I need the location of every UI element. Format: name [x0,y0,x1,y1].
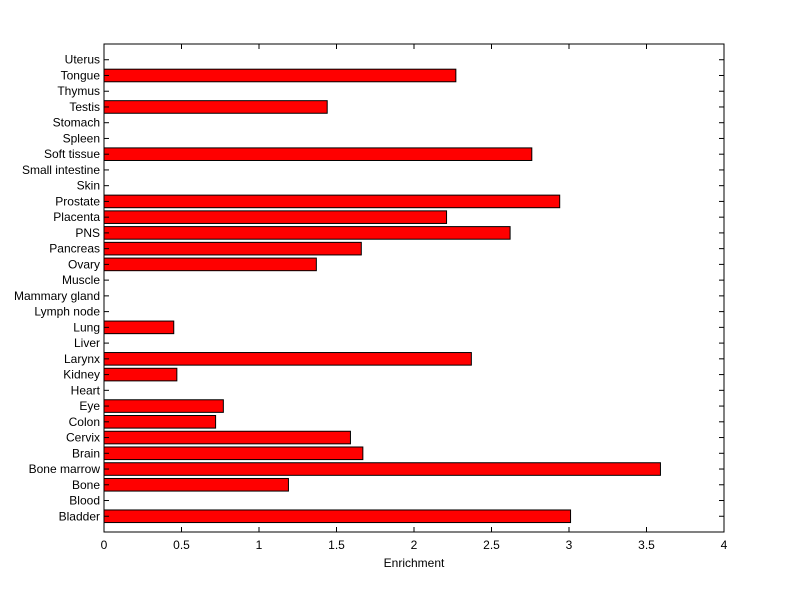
bar-colon [103,415,217,429]
category-label: Soft tissue [44,147,100,161]
x-axis-label: Enrichment [384,556,445,570]
x-tick-label: 3.5 [638,538,655,552]
category-label: Liver [74,336,100,350]
x-tick-label: 0.5 [173,538,190,552]
bar-cervix [103,430,351,445]
category-label: Heart [71,383,101,397]
category-label: Spleen [63,131,100,145]
bar-larynx [103,352,472,366]
bar-lung [103,320,175,335]
category-label: Uterus [65,53,100,67]
bar-bladder [103,509,572,524]
category-label: Lymph node [34,305,100,319]
category-label: Testis [69,100,100,114]
bar-testis [103,100,328,114]
bar-bone-marrow [103,462,661,476]
category-label: Tongue [61,68,101,82]
bar-kidney [103,367,178,382]
category-label: Cervix [66,431,100,445]
x-tick-label: 2 [411,538,418,552]
category-label: Lung [73,320,100,334]
x-tick-label: 0 [101,538,108,552]
bar-eye [103,399,224,413]
plot-frame [103,43,725,533]
category-label: Bladder [59,509,100,523]
bar-brain [103,446,364,461]
category-label: Larynx [64,352,100,366]
category-label: Colon [69,415,100,429]
category-label: Brain [72,446,100,460]
category-label: Muscle [62,273,100,287]
ticks-group [103,44,725,532]
bar-ovary [103,257,317,272]
category-label: Blood [69,494,100,508]
category-label: Bone marrow [29,462,101,476]
x-tick-labels: 0 0.5 1 1.5 2 2.5 3 3.5 4 [101,538,728,552]
bar-placenta [103,210,448,224]
x-tick-label: 1.5 [328,538,345,552]
category-label: Bone [72,478,100,492]
category-label: Small intestine [22,163,100,177]
x-tick-label: 1 [256,538,263,552]
x-tick-label: 3 [566,538,573,552]
category-label: Eye [79,399,100,413]
x-tick-label: 4 [721,538,728,552]
bar-bone [103,477,289,492]
category-label: PNS [75,226,100,240]
category-label: Pancreas [49,242,100,256]
bar-soft-tissue [103,147,533,161]
category-label: Kidney [63,368,100,382]
category-label: Skin [77,179,100,193]
bar-prostate [103,194,561,209]
bar-pancreas [103,241,362,256]
bar-tongue [103,68,457,83]
category-label: Prostate [55,194,100,208]
category-label: Ovary [68,257,100,271]
category-label: Placenta [53,210,100,224]
x-tick-label: 2.5 [483,538,500,552]
bar-pns [103,226,511,240]
category-label: Stomach [53,116,100,130]
category-label: Mammary gland [14,289,100,303]
category-label: Thymus [57,84,100,98]
